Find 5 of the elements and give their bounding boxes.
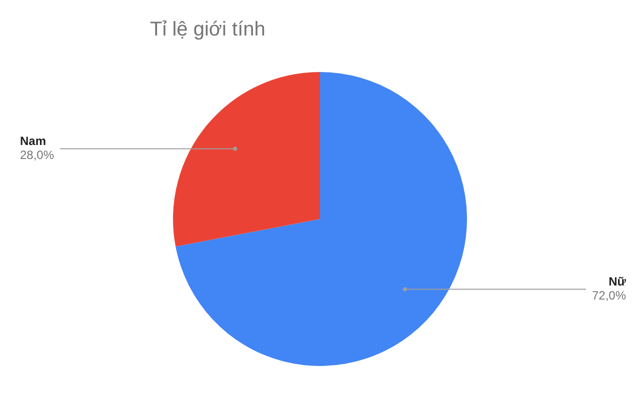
data-label: 28,0% xyxy=(20,148,54,162)
data-label: 72,0% xyxy=(592,288,626,303)
chart-title: Tỉ lệ giới tính xyxy=(150,18,266,41)
slice-label: Nam xyxy=(20,134,46,148)
slice-label: Nữ xyxy=(608,274,626,289)
